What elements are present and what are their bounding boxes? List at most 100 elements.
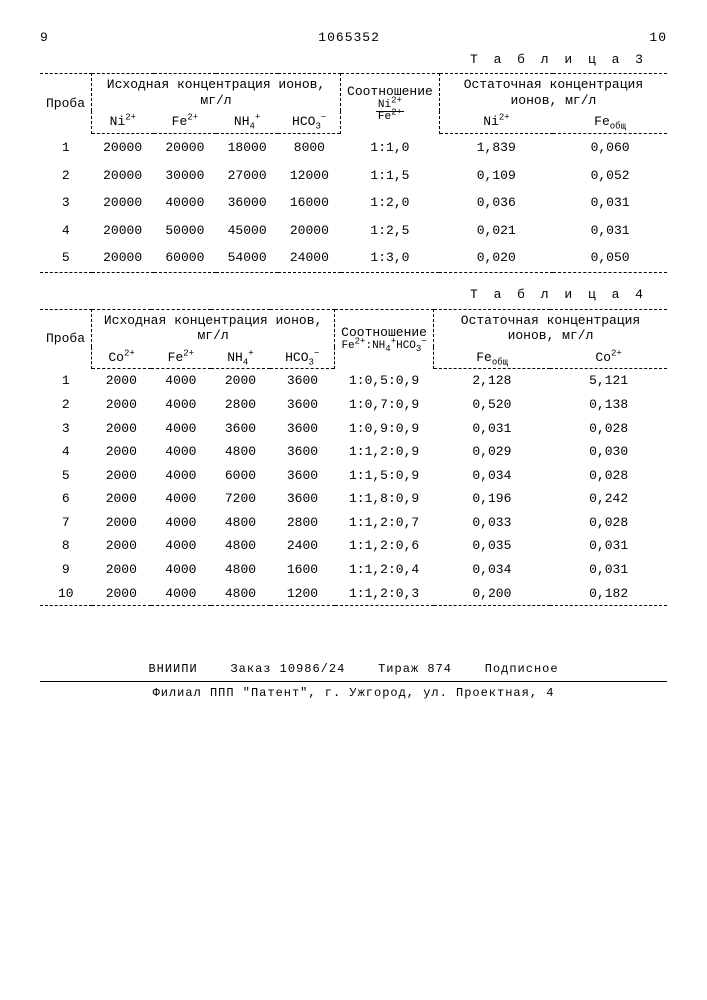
table-cell: 4	[40, 217, 92, 245]
table-cell: 50000	[154, 217, 216, 245]
table-cell: 4000	[151, 417, 211, 441]
table-row: 120004000200036001:0,5:0,92,1285,121	[40, 369, 667, 393]
table-cell: 7	[40, 511, 92, 535]
footer: ВНИИПИ Заказ 10986/24 Тираж 874 Подписно…	[40, 662, 667, 700]
table-cell: 1:1,2:0,3	[335, 582, 434, 606]
t3-sh-hco3: HCO3−	[278, 111, 340, 133]
table-cell: 0,036	[439, 189, 553, 217]
t4-end	[40, 606, 667, 613]
table-cell: 1200	[270, 582, 334, 606]
table-cell: 3600	[211, 417, 271, 441]
table-cell: 20000	[92, 244, 154, 272]
table-cell: 0,031	[553, 217, 667, 245]
table-cell: 27000	[216, 162, 278, 190]
footer-c: Тираж 874	[378, 662, 452, 676]
page-header: 9 1065352 10	[40, 30, 667, 46]
table-cell: 60000	[154, 244, 216, 272]
table-cell: 1	[40, 369, 92, 393]
table-cell: 8000	[278, 133, 340, 161]
table-cell: 1600	[270, 558, 334, 582]
table-cell: 1:2,0	[341, 189, 440, 217]
table-row: 120000200001800080001:1,01,8390,060	[40, 133, 667, 161]
t4-sh-hco3: HCO3−	[270, 347, 334, 369]
t4-sh-nh4: NH4+	[211, 347, 271, 369]
table-cell: 0,200	[434, 582, 551, 606]
table-cell: 2000	[92, 487, 152, 511]
table-cell: 0,021	[439, 217, 553, 245]
table-row: 2200003000027000120001:1,50,1090,052	[40, 162, 667, 190]
table-cell: 1:1,8:0,9	[335, 487, 434, 511]
table-cell: 0,182	[550, 582, 667, 606]
t4-ratio-bot: Fe2+:NH4+HCO3−	[341, 340, 427, 353]
table-cell: 10	[40, 582, 92, 606]
t3-h-ratio-text: Соотношение	[347, 84, 433, 100]
t3-h-residual: Остаточная концентрация ионов, мг/л	[439, 74, 667, 112]
table-cell: 4000	[151, 511, 211, 535]
t3-sh-ni: Ni2+	[92, 111, 154, 133]
table-cell: 4000	[151, 369, 211, 393]
table-cell: 3600	[270, 464, 334, 488]
table-cell: 0,035	[434, 534, 551, 558]
page-right: 10	[649, 30, 667, 46]
table-cell: 2000	[92, 369, 152, 393]
table-cell: 0,242	[550, 487, 667, 511]
table-cell: 1:0,7:0,9	[335, 393, 434, 417]
table-cell: 0,052	[553, 162, 667, 190]
table-cell: 2000	[211, 369, 271, 393]
t4-h-sample: Проба	[40, 309, 92, 369]
table-row: 5200006000054000240001:3,00,0200,050	[40, 244, 667, 272]
table-cell: 4800	[211, 558, 271, 582]
table-cell: 4000	[151, 487, 211, 511]
table-cell: 1:2,5	[341, 217, 440, 245]
table4: Проба Исходная концентрация ионов, мг/л …	[40, 309, 667, 613]
table-row: 1020004000480012001:1,2:0,30,2000,182	[40, 582, 667, 606]
table-cell: 0,109	[439, 162, 553, 190]
table3: Проба Исходная концентрация ионов, мг/л …	[40, 73, 667, 279]
table-cell: 1:1,2:0,6	[335, 534, 434, 558]
t4-sh-co: Co2+	[92, 347, 152, 369]
table-cell: 8	[40, 534, 92, 558]
table-cell: 4800	[211, 534, 271, 558]
table-cell: 36000	[216, 189, 278, 217]
table-cell: 1:1,2:0,4	[335, 558, 434, 582]
table3-label: Т а б л и ц а 3	[40, 52, 647, 68]
table-cell: 4000	[151, 464, 211, 488]
footer-b: Заказ 10986/24	[230, 662, 345, 676]
table-cell: 20000	[92, 162, 154, 190]
t4-sh-res-co: Co2+	[550, 347, 667, 369]
table-cell: 0,031	[553, 189, 667, 217]
table-cell: 2000	[92, 534, 152, 558]
table-cell: 30000	[154, 162, 216, 190]
table-cell: 2800	[211, 393, 271, 417]
table-row: 720004000480028001:1,2:0,70,0330,028	[40, 511, 667, 535]
table-cell: 3600	[270, 369, 334, 393]
table-cell: 4800	[211, 582, 271, 606]
table-cell: 4000	[151, 393, 211, 417]
table-cell: 2000	[92, 393, 152, 417]
table-row: 520004000600036001:1,5:0,90,0340,028	[40, 464, 667, 488]
table-cell: 1,839	[439, 133, 553, 161]
table-cell: 1:1,5:0,9	[335, 464, 434, 488]
table4-label: Т а б л и ц а 4	[40, 287, 647, 303]
table-cell: 4000	[151, 534, 211, 558]
table-cell: 0,034	[434, 558, 551, 582]
t3-h-sample: Проба	[40, 74, 92, 134]
table-row: 320004000360036001:0,9:0,90,0310,028	[40, 417, 667, 441]
t3-sh-res-fe: Feобщ	[553, 111, 667, 133]
table-cell: 20000	[154, 133, 216, 161]
t4-sh-fe: Fe2+	[151, 347, 211, 369]
table-cell: 0,520	[434, 393, 551, 417]
footer-line2: Филиал ППП "Патент", г. Ужгород, ул. Про…	[40, 682, 667, 700]
table-cell: 2000	[92, 558, 152, 582]
table-cell: 2000	[92, 440, 152, 464]
doc-number: 1065352	[49, 30, 650, 46]
t3-sh-nh4: NH4+	[216, 111, 278, 133]
table-cell: 1	[40, 133, 92, 161]
table-cell: 6000	[211, 464, 271, 488]
t4-h-ratio: Соотношение Fe2+:NH4+HCO3−	[335, 309, 434, 369]
table-cell: 1:1,0	[341, 133, 440, 161]
table-cell: 0,028	[550, 464, 667, 488]
footer-line1: ВНИИПИ Заказ 10986/24 Тираж 874 Подписно…	[40, 662, 667, 681]
table-cell: 2000	[92, 582, 152, 606]
table-row: 820004000480024001:1,2:0,60,0350,031	[40, 534, 667, 558]
